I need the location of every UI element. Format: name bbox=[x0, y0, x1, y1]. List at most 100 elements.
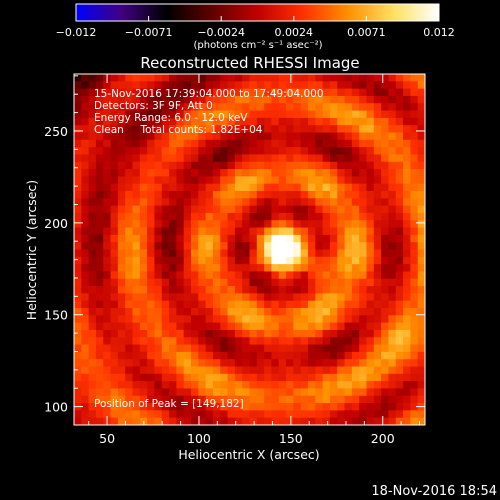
heatmap-cell bbox=[293, 139, 302, 148]
heatmap-cell bbox=[256, 308, 265, 316]
heatmap-cell bbox=[315, 227, 324, 236]
heatmap-cell bbox=[132, 395, 141, 404]
heatmap-cell bbox=[81, 169, 90, 177]
heatmap-cell bbox=[161, 381, 170, 390]
heatmap-cell bbox=[329, 161, 338, 170]
heatmap-cell bbox=[139, 88, 148, 97]
heatmap-cell bbox=[381, 139, 390, 148]
heatmap-cell bbox=[249, 183, 258, 192]
heatmap-cell bbox=[74, 417, 82, 425]
heatmap-cell bbox=[169, 329, 177, 338]
heatmap-cell bbox=[388, 322, 397, 331]
heatmap-cell bbox=[271, 110, 280, 119]
heatmap-cell bbox=[161, 388, 170, 397]
heatmap-cell bbox=[249, 337, 258, 346]
heatmap-cell bbox=[212, 125, 221, 134]
heatmap-cell bbox=[132, 286, 141, 294]
heatmap-cell bbox=[183, 95, 192, 104]
heatmap-cell bbox=[249, 293, 258, 302]
heatmap-cell bbox=[308, 322, 316, 331]
heatmap-cell bbox=[344, 293, 353, 302]
heatmap-cell bbox=[88, 337, 97, 346]
heatmap-cell bbox=[110, 132, 119, 141]
heatmap-cell bbox=[147, 242, 156, 251]
heatmap-cell bbox=[212, 322, 221, 331]
heatmap-cell bbox=[154, 81, 163, 90]
heatmap-cell bbox=[264, 256, 273, 265]
heatmap-cell bbox=[227, 329, 236, 338]
heatmap-cell bbox=[300, 410, 309, 419]
heatmap-cell bbox=[161, 256, 170, 265]
heatmap-cell bbox=[308, 81, 316, 90]
heatmap-cell bbox=[381, 234, 390, 243]
heatmap-cell bbox=[381, 198, 390, 207]
heatmap-cell bbox=[161, 315, 170, 324]
heatmap-cell bbox=[169, 95, 177, 104]
heatmap-cell bbox=[388, 132, 397, 141]
heatmap-cell bbox=[212, 351, 221, 360]
heatmap-cell bbox=[95, 351, 104, 360]
heatmap-cell bbox=[403, 359, 411, 368]
heatmap-cell bbox=[95, 271, 104, 280]
heatmap-cell bbox=[278, 278, 287, 287]
heatmap-cell bbox=[212, 329, 221, 338]
heatmap-cell bbox=[161, 373, 170, 382]
chart-title: Reconstructed RHESSI Image bbox=[140, 54, 359, 72]
heatmap-cell bbox=[410, 359, 419, 368]
heatmap-cell bbox=[381, 337, 390, 346]
heatmap-cell bbox=[308, 366, 316, 375]
heatmap-cell bbox=[95, 169, 104, 177]
heatmap-cell bbox=[125, 395, 134, 404]
heatmap-cell bbox=[359, 169, 368, 177]
heatmap-cell bbox=[117, 198, 126, 207]
heatmap-cell bbox=[395, 315, 404, 324]
heatmap-cell bbox=[191, 271, 199, 280]
heatmap-cell bbox=[169, 278, 177, 287]
heatmap-cell bbox=[329, 74, 338, 82]
heatmap-cell bbox=[139, 381, 148, 390]
heatmap-cell bbox=[205, 293, 214, 302]
heatmap-cell bbox=[161, 125, 170, 134]
heatmap-cell bbox=[417, 249, 425, 258]
heatmap-cell bbox=[329, 154, 338, 163]
heatmap-cell bbox=[169, 227, 177, 236]
heatmap-cell bbox=[308, 212, 316, 221]
heatmap-cell bbox=[315, 388, 324, 397]
heatmap-cell bbox=[95, 249, 104, 258]
heatmap-cell bbox=[169, 286, 177, 294]
heatmap-cell bbox=[220, 139, 229, 148]
heatmap-cell bbox=[278, 81, 287, 90]
heatmap-cell bbox=[286, 139, 294, 148]
heatmap-cell bbox=[117, 322, 126, 331]
heatmap-cell bbox=[329, 264, 338, 273]
heatmap-cell bbox=[403, 227, 411, 236]
heatmap-cell bbox=[329, 191, 338, 199]
heatmap-cell bbox=[381, 103, 390, 112]
heatmap-cell bbox=[132, 410, 141, 419]
heatmap-cell bbox=[293, 271, 302, 280]
heatmap-cell bbox=[183, 381, 192, 390]
heatmap-cell bbox=[359, 337, 368, 346]
heatmap-cell bbox=[264, 417, 273, 425]
heatmap-cell bbox=[271, 286, 280, 294]
heatmap-cell bbox=[88, 300, 97, 309]
heatmap-cell bbox=[242, 264, 251, 273]
heatmap-cell bbox=[373, 74, 382, 82]
heatmap-cell bbox=[205, 264, 214, 273]
heatmap-cell bbox=[300, 366, 309, 375]
heatmap-cell bbox=[139, 117, 148, 126]
heatmap-cell bbox=[308, 183, 316, 192]
heatmap-cell bbox=[95, 403, 104, 411]
heatmap-cell bbox=[169, 373, 177, 382]
heatmap-cell bbox=[337, 256, 346, 265]
heatmap-cell bbox=[351, 373, 360, 382]
heatmap-cell bbox=[205, 300, 214, 309]
heatmap-cell bbox=[139, 147, 148, 156]
heatmap-cell bbox=[227, 286, 236, 294]
heatmap-cell bbox=[95, 337, 104, 346]
heatmap-cell bbox=[278, 366, 287, 375]
heatmap-cell bbox=[205, 271, 214, 280]
heatmap-cell bbox=[147, 395, 156, 404]
heatmap-cell bbox=[256, 205, 265, 214]
heatmap-cell bbox=[125, 183, 134, 192]
